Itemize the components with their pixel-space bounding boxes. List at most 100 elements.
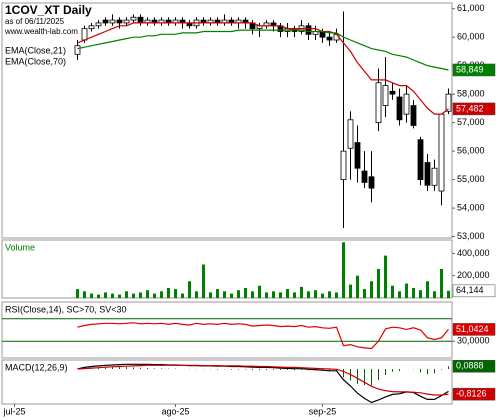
y-tick-label: 54,000 bbox=[457, 202, 485, 212]
last-value-box bbox=[452, 284, 496, 298]
volume-bar bbox=[433, 291, 436, 298]
last-value-label: -0,8126 bbox=[456, 389, 487, 399]
volume-bar bbox=[90, 293, 93, 298]
x-tick-label: jul-25 bbox=[2, 406, 25, 416]
candle-body bbox=[403, 93, 410, 115]
volume-bar bbox=[76, 289, 79, 298]
candle-body bbox=[137, 16, 144, 24]
volume-bar bbox=[237, 290, 240, 298]
candle-body bbox=[95, 22, 102, 27]
panel-title: RSI(Close,14), SC>70, SV<30 bbox=[5, 304, 127, 314]
y-tick-label: 56,000 bbox=[457, 145, 485, 155]
candle-body bbox=[123, 19, 130, 24]
y-tick-label: 400,000 bbox=[457, 248, 490, 258]
y-tick-label: 200,000 bbox=[457, 270, 490, 280]
legend-label: EMA(Close,70) bbox=[5, 56, 66, 66]
candle-body bbox=[445, 93, 452, 112]
volume-bar bbox=[272, 291, 275, 298]
volume-bar bbox=[174, 289, 177, 298]
volume-bar bbox=[384, 255, 387, 298]
volume-bar bbox=[426, 281, 429, 298]
volume-bar bbox=[300, 286, 303, 298]
last-value-label: 51,0424 bbox=[456, 324, 489, 334]
volume-bar bbox=[440, 269, 443, 298]
series-line bbox=[77, 322, 449, 350]
volume-bar bbox=[349, 284, 352, 298]
candle-body bbox=[354, 142, 361, 169]
volume-bar bbox=[419, 290, 422, 298]
volume-bar bbox=[370, 281, 373, 298]
volume-bar bbox=[412, 287, 415, 298]
volume-bar bbox=[139, 292, 142, 298]
candle-body bbox=[368, 176, 375, 189]
candle-body bbox=[116, 19, 123, 24]
last-value-box bbox=[452, 102, 496, 116]
volume-bar bbox=[160, 291, 163, 298]
volume-bar bbox=[335, 292, 338, 298]
y-tick-label: 55,000 bbox=[457, 174, 485, 184]
volume-bar bbox=[83, 291, 86, 298]
volume-bar bbox=[314, 290, 317, 298]
volume-bar bbox=[307, 291, 310, 298]
panel bbox=[1, 2, 453, 239]
candle-body bbox=[340, 150, 347, 181]
volume-bar bbox=[265, 292, 268, 298]
volume-bar bbox=[167, 287, 170, 298]
candle-body bbox=[389, 90, 396, 95]
volume-bar bbox=[223, 291, 226, 298]
volume-bar bbox=[258, 285, 261, 298]
y-tick-label: 30,0000 bbox=[457, 336, 490, 346]
volume-bar bbox=[377, 269, 380, 298]
last-value-box bbox=[452, 63, 496, 77]
legend-label: EMA(Close,21) bbox=[5, 45, 66, 55]
annotation: www.wealth-lab.com bbox=[4, 27, 78, 36]
last-value-label: 58,849 bbox=[456, 64, 484, 74]
volume-bar bbox=[342, 242, 345, 298]
volume-bar bbox=[146, 290, 149, 298]
volume-bar bbox=[132, 293, 135, 298]
candle-body bbox=[102, 19, 109, 24]
candle-body bbox=[424, 162, 431, 186]
last-value-box bbox=[452, 323, 496, 336]
volume-bar bbox=[104, 292, 107, 298]
candle-body bbox=[431, 167, 438, 186]
volume-bar bbox=[118, 294, 121, 298]
volume-bar bbox=[447, 290, 450, 298]
x-tick-label: sep-25 bbox=[309, 406, 337, 416]
volume-bar bbox=[286, 289, 289, 298]
volume-bar bbox=[321, 293, 324, 298]
candle-body bbox=[410, 105, 417, 126]
series-line bbox=[77, 22, 449, 115]
volume-bar bbox=[181, 293, 184, 298]
candle-body bbox=[109, 19, 116, 24]
last-value-box bbox=[452, 359, 496, 373]
chart-title: 1COV_XT Daily bbox=[5, 3, 92, 17]
y-tick-label: 57,000 bbox=[457, 117, 485, 127]
volume-bar bbox=[391, 285, 394, 298]
candle-body bbox=[81, 28, 88, 41]
x-tick-label: ago-25 bbox=[161, 406, 189, 416]
volume-bar bbox=[293, 292, 296, 298]
volume-bar bbox=[279, 292, 282, 298]
series-line bbox=[77, 363, 449, 404]
candle-body bbox=[305, 25, 312, 35]
series-line bbox=[77, 364, 449, 396]
volume-bar bbox=[244, 287, 247, 298]
y-tick-label: 61,000 bbox=[457, 3, 485, 13]
candle-body bbox=[88, 25, 95, 30]
volume-bar bbox=[195, 291, 198, 298]
candle-body bbox=[375, 82, 382, 124]
candle-body bbox=[417, 139, 424, 181]
volume-bar bbox=[209, 292, 212, 298]
panel bbox=[1, 301, 453, 359]
volume-bar bbox=[251, 291, 254, 298]
y-tick-label: 60,000 bbox=[457, 32, 485, 42]
volume-bar bbox=[328, 291, 331, 298]
volume-bar bbox=[398, 291, 401, 298]
volume-bar bbox=[153, 293, 156, 298]
volume-bar bbox=[230, 293, 233, 298]
candle-body bbox=[361, 170, 368, 183]
chart-subtitle: as of 06/11/2025 bbox=[5, 17, 65, 26]
volume-bar bbox=[111, 293, 114, 298]
candle-body bbox=[438, 113, 445, 192]
